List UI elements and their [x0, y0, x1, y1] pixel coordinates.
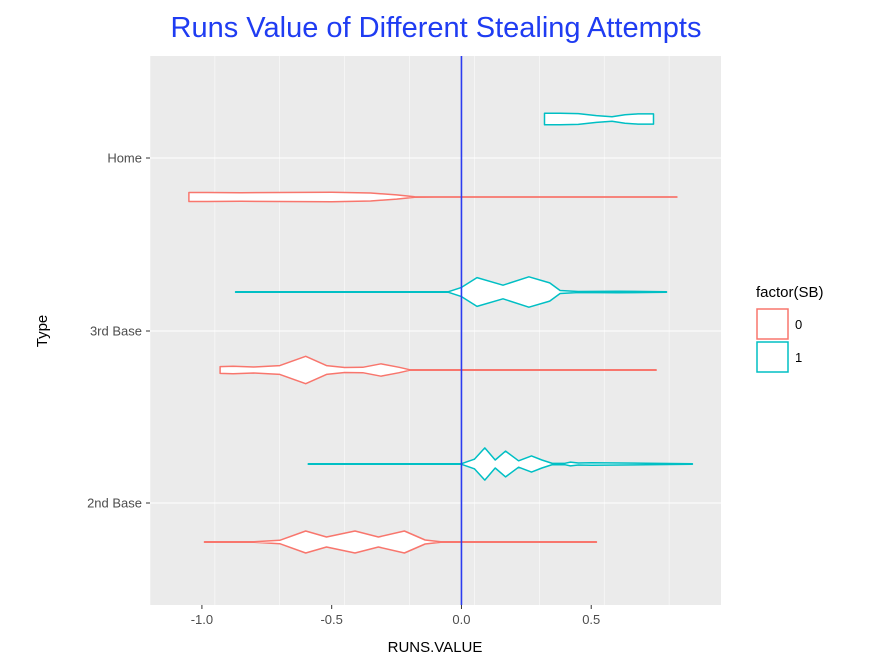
x-tick-label: 0.0 [452, 612, 470, 627]
violin-3rd-base-sb0 [219, 355, 657, 385]
legend-title: factor(SB) [756, 284, 824, 301]
x-tick-label: 0.5 [582, 612, 600, 627]
violin-home-sb0 [188, 191, 678, 203]
violin-home-sb1 [543, 112, 655, 126]
violin-layer [188, 112, 694, 554]
violin-3rd-base-sb1 [234, 276, 668, 308]
y-tick-label: Home [107, 151, 142, 166]
chart-title: Runs Value of Different Stealing Attempt… [171, 12, 702, 44]
legend-label: 1 [795, 350, 802, 365]
violin-2nd-base-sb1 [307, 447, 694, 481]
legend-key-sb0 [756, 308, 789, 340]
grid-layer [149, 56, 721, 605]
y-tick-label: 3rd Base [90, 324, 142, 339]
legend-key-sb1 [756, 341, 789, 373]
legend: factor(SB) 0 1 [756, 284, 824, 373]
x-tick-label: -0.5 [320, 612, 342, 627]
x-tick-label: -1.0 [191, 612, 213, 627]
axis-layer: -1.0 -0.5 0.0 0.5 Home 3rd Base 2nd Base [87, 151, 600, 628]
y-axis-title: Type [34, 315, 51, 348]
violin-2nd-base-sb0 [203, 530, 598, 554]
y-tick-label: 2nd Base [87, 496, 142, 511]
legend-label: 0 [795, 317, 802, 332]
x-axis-title: RUNS.VALUE [388, 639, 483, 656]
